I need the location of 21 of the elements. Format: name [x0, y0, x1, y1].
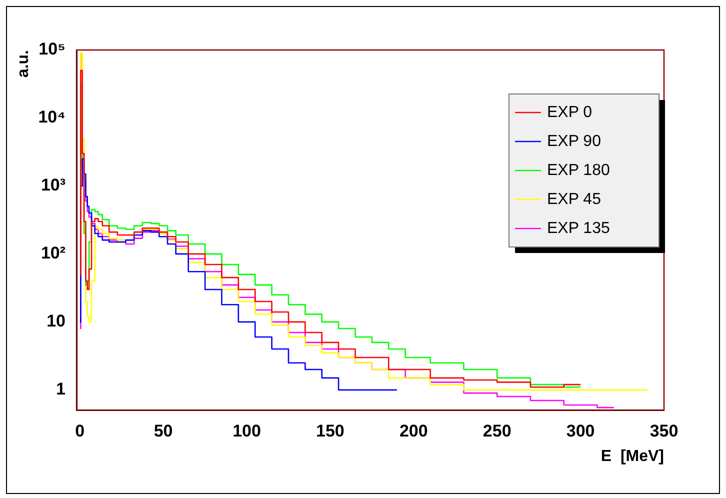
x-tick-label: 350 [650, 421, 678, 440]
x-tick-label: 0 [75, 421, 85, 440]
x-tick-label: 100 [232, 421, 261, 440]
x-axis-title: E [MeV] [600, 448, 664, 465]
legend-label: EXP 135 [547, 220, 610, 237]
legend-label: EXP 0 [547, 104, 592, 121]
legend-label: EXP 180 [547, 162, 610, 179]
legend-label: EXP 90 [547, 132, 602, 150]
x-tick-label: 50 [154, 421, 173, 440]
y-axis-title: a.u. [15, 50, 32, 78]
y-tick-label: 10⁵ [38, 40, 66, 59]
y-tick-label: 10⁴ [38, 108, 66, 127]
y-tick-label: 10³ [40, 176, 66, 195]
x-tick-label: 200 [399, 421, 428, 440]
legend-label: EXP 45 [547, 190, 602, 208]
y-tick-label: 1 [56, 380, 66, 399]
x-tick-label: 300 [566, 421, 595, 440]
x-tick-label: 150 [316, 421, 344, 440]
y-tick-label: 10² [40, 244, 66, 263]
x-tick-label: 250 [482, 421, 512, 440]
y-tick-label: 10 [46, 312, 66, 331]
